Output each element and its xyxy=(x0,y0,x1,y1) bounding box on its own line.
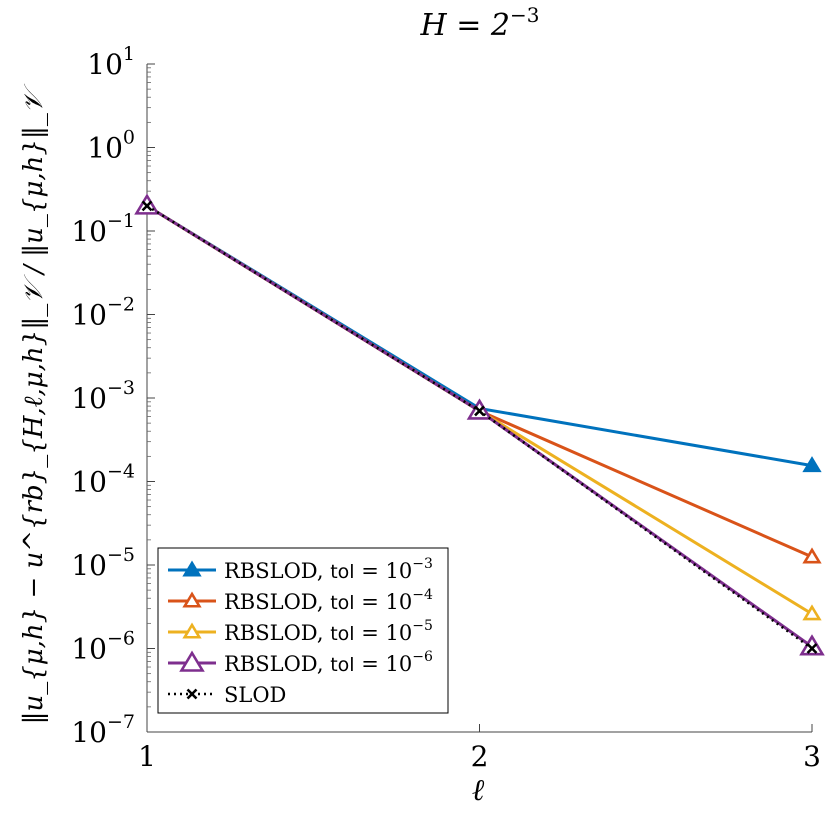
legend-label: RBSLOD, tol = 10−6 xyxy=(224,649,433,676)
legend-item: RBSLOD, tol = 10−4 xyxy=(168,587,433,614)
legend-label: SLOD xyxy=(224,683,286,707)
legend-label: RBSLOD, tol = 10−4 xyxy=(224,587,433,614)
data-point xyxy=(182,622,202,639)
data-point xyxy=(141,200,153,212)
y-tick-label: 10−4 xyxy=(71,461,135,499)
y-tick-label: 10−3 xyxy=(71,377,135,415)
y-axis-label: ‖u_{μ,h} − u^{rb}_{H,ℓ,μ,h}‖_𝒱 / ‖u_{μ,h… xyxy=(19,83,49,724)
data-point xyxy=(799,634,825,656)
data-point xyxy=(182,560,202,577)
data-point xyxy=(802,547,822,564)
x-axis-label: ℓ xyxy=(472,773,485,808)
data-point xyxy=(802,456,822,473)
y-tick-label: 10−1 xyxy=(71,210,135,248)
data-point xyxy=(186,688,198,700)
y-tick-label: 10−5 xyxy=(71,544,135,582)
series-line xyxy=(146,204,813,468)
y-tick-label: 10−7 xyxy=(71,711,135,749)
legend-item: RBSLOD, tol = 10−3 xyxy=(168,556,433,583)
series-layer xyxy=(134,193,825,656)
series-slod xyxy=(141,200,818,654)
legend-item: RBSLOD, tol = 10−5 xyxy=(168,618,433,645)
legend-label: RBSLOD, tol = 10−3 xyxy=(224,556,433,583)
legend-item: SLOD xyxy=(168,683,286,707)
x-tick-label: 2 xyxy=(471,740,489,773)
legend: RBSLOD, tol = 10−3 RBSLOD, tol = 10−4 RBSL… xyxy=(157,547,449,714)
y-tick-label: 101 xyxy=(87,43,135,81)
y-tick-label: 100 xyxy=(87,127,135,165)
series-line xyxy=(146,204,813,559)
x-tick-label: 1 xyxy=(138,740,156,773)
series-rbslod-tol-10-3 xyxy=(137,196,822,473)
y-tick-label: 10−6 xyxy=(71,628,135,666)
data-point xyxy=(474,405,485,417)
legend-item: RBSLOD, tol = 10−6 xyxy=(168,649,433,676)
x-tick-label: 3 xyxy=(803,740,821,773)
legend-label: RBSLOD, tol = 10−5 xyxy=(224,618,433,645)
y-tick-label: 10−2 xyxy=(71,294,135,332)
data-point xyxy=(806,643,818,654)
data-point xyxy=(182,591,202,608)
data-point xyxy=(179,650,205,672)
tick-labels: 101 100 10−1 10−2 10−3 10−4 10−5 10−6 10−71 2 3 xyxy=(71,43,821,773)
series-rbslod-tol-10-4 xyxy=(137,196,822,564)
chart-title: H = 2−3 xyxy=(420,3,540,43)
svg-text:‖u_{μ,h} − u^{rb}_{H,ℓ,μ,h}‖_�: ‖u_{μ,h} − u^{rb}_{H,ℓ,μ,h}‖_𝒱 / ‖u_{μ,h… xyxy=(19,83,49,724)
data-point xyxy=(802,604,822,621)
